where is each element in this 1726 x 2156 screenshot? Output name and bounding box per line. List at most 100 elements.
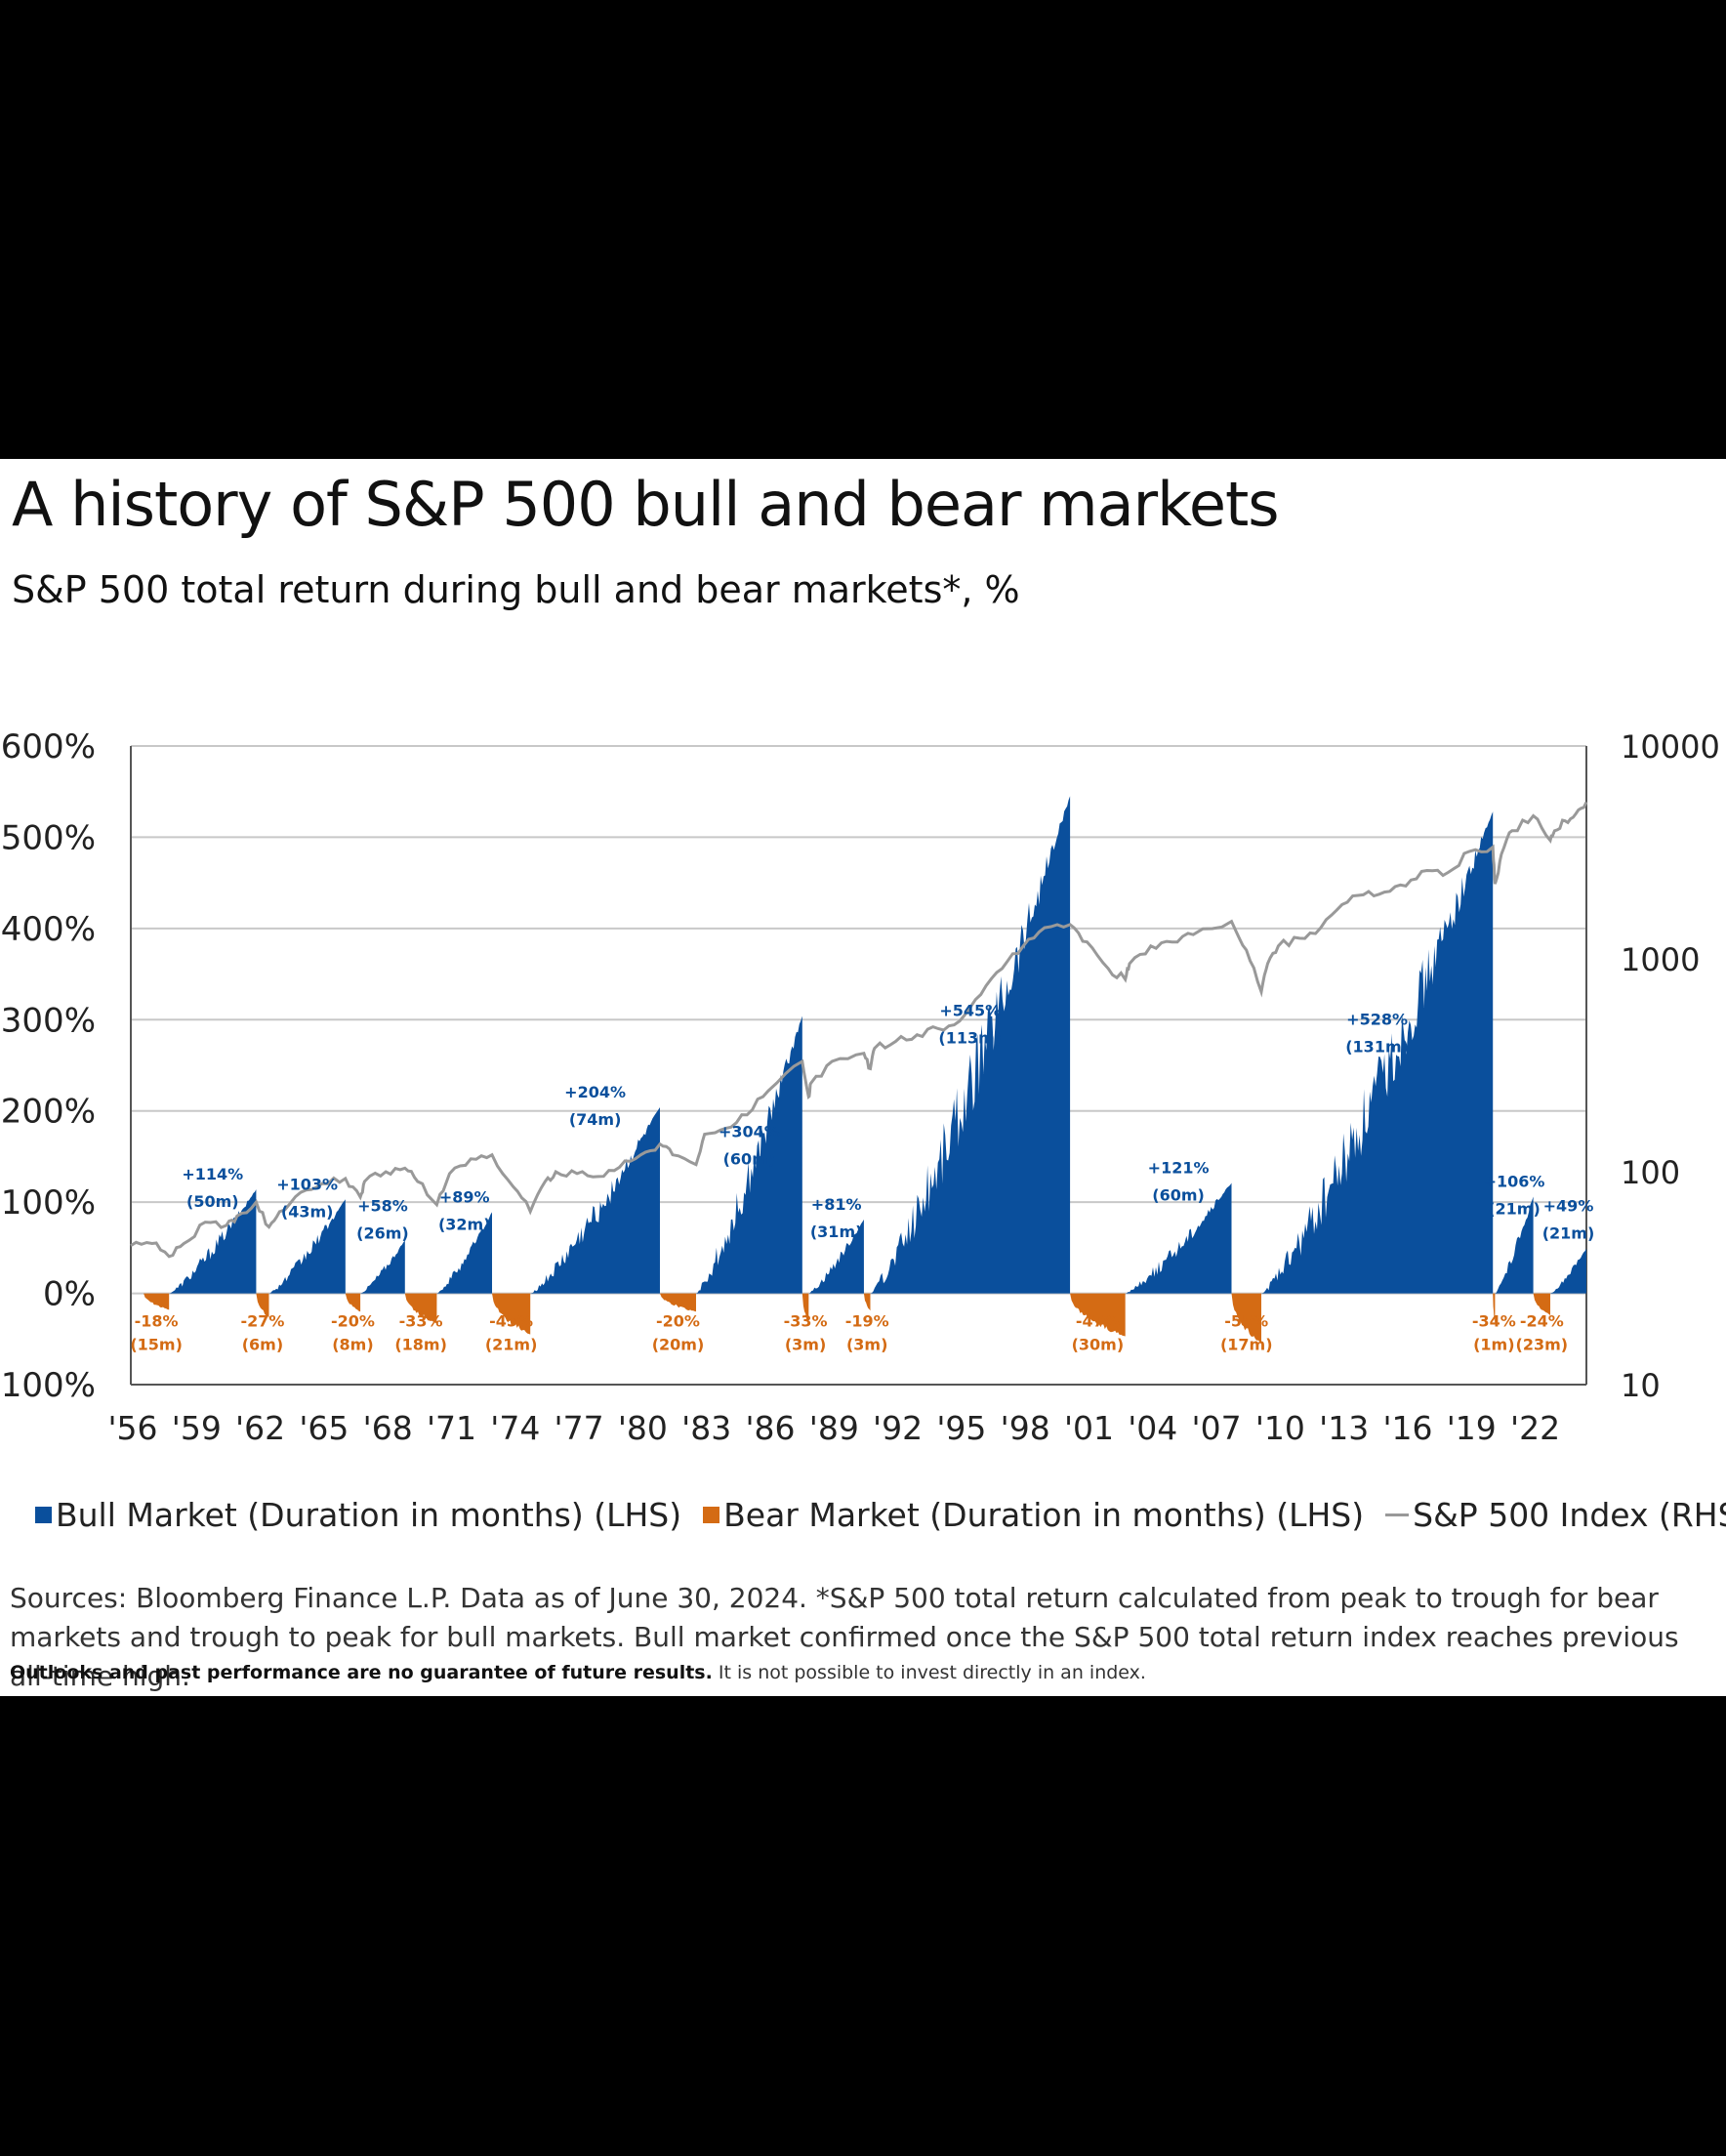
bull-duration-label: (43m): [281, 1202, 334, 1221]
bear-return-label: -33%: [784, 1312, 828, 1331]
y-right-tick-label: 100: [1621, 1154, 1680, 1191]
y-left-tick-label: 300%: [1, 1001, 96, 1040]
bear-market-area: [1070, 1293, 1126, 1337]
bull-market-area: [695, 1016, 802, 1294]
x-tick-label: '10: [1255, 1409, 1305, 1447]
x-tick-label: '98: [1001, 1409, 1050, 1447]
disclaimer: Outlooks and past performance are no gua…: [10, 1662, 1146, 1683]
bear-duration-label: (8m): [332, 1336, 373, 1354]
y-left-tick-label: 600%: [1, 727, 96, 767]
y-left-tick-label: 500%: [1, 818, 96, 857]
x-tick-label: '13: [1319, 1409, 1369, 1447]
bull-duration-label: (74m): [569, 1110, 622, 1129]
x-tick-label: '59: [172, 1409, 222, 1447]
bull-market-area: [870, 796, 1071, 1294]
x-tick-label: '62: [235, 1409, 285, 1447]
source-note: Sources: Bloomberg Finance L.P. Data as …: [10, 1582, 1679, 1692]
x-tick-label: '86: [745, 1409, 795, 1447]
bear-market-area: [492, 1293, 531, 1335]
bear-market-area: [1533, 1293, 1550, 1315]
bull-duration-label: (113m): [938, 1029, 1002, 1048]
bull-return-label: +204%: [564, 1083, 626, 1101]
y-right-tick-label: 10: [1621, 1367, 1661, 1404]
bear-duration-label: (15m): [130, 1336, 183, 1354]
bull-return-label: +121%: [1148, 1159, 1210, 1178]
bull-duration-label: (60m): [1152, 1186, 1205, 1205]
disclaimer-text: It is not possible to invest directly in…: [718, 1662, 1146, 1683]
bear-market-area: [1493, 1293, 1496, 1325]
bear-market-area: [1231, 1293, 1261, 1344]
bear-duration-label: (18m): [394, 1336, 447, 1354]
bull-bear-chart: -100% 0% 100% 200% 300% 400% 500% 600% 10 100 1000…: [0, 727, 1720, 1447]
bear-return-label: -19%: [845, 1312, 889, 1331]
bear-market-area: [404, 1293, 437, 1324]
bear-duration-label: (17m): [1220, 1336, 1273, 1354]
x-tick-label: '56: [107, 1409, 157, 1447]
bull-duration-label: (21m): [1488, 1200, 1541, 1219]
bear-market-area: [659, 1293, 696, 1312]
bull-swatch: [35, 1507, 52, 1523]
bear-duration-label: (3m): [846, 1336, 887, 1354]
bull-duration-label: (21m): [1542, 1224, 1595, 1243]
bull-market-area: [268, 1199, 346, 1294]
bull-duration-label: (26m): [356, 1224, 409, 1243]
y-left-tick-label: -100%: [0, 1366, 96, 1405]
sp500-index-line: [130, 801, 1588, 1259]
bull-market-area: [1125, 1182, 1232, 1294]
bull-market-area: [1549, 1248, 1586, 1294]
bear-duration-label: (30m): [1072, 1336, 1125, 1354]
bear-return-label: -24%: [1520, 1312, 1564, 1331]
bear-return-label: -34%: [1472, 1312, 1516, 1331]
chart-panel: A history of S&P 500 bull and bear marke…: [0, 459, 1726, 1696]
x-tick-label: '92: [873, 1409, 923, 1447]
bull-duration-label: (60m): [723, 1149, 776, 1168]
bear-return-label: -20%: [656, 1312, 700, 1331]
bull-return-label: +304%: [719, 1122, 780, 1140]
x-tick-label: '65: [299, 1409, 349, 1447]
legend-item-bull: Bull Market (Duration in months) (LHS): [35, 1496, 681, 1534]
bear-return-label: -27%: [240, 1312, 284, 1331]
x-tick-label: '74: [490, 1409, 540, 1447]
bull-return-label: +103%: [276, 1175, 338, 1193]
x-tick-label: '71: [427, 1409, 476, 1447]
index-line-swatch: [1385, 1513, 1410, 1516]
bull-market-area: [808, 1219, 864, 1294]
bull-duration-label: (50m): [186, 1192, 239, 1211]
legend-label-bull: Bull Market (Duration in months) (LHS): [56, 1496, 682, 1534]
x-tick-label: '22: [1510, 1409, 1560, 1447]
chart-title: A history of S&P 500 bull and bear marke…: [12, 469, 1280, 540]
legend-item-bear: Bear Market (Duration in months) (LHS): [703, 1496, 1364, 1534]
y-right-tick-label: 1000: [1621, 941, 1700, 978]
y-left-tick-label: 200%: [1, 1093, 96, 1132]
bull-market-area: [530, 1107, 660, 1294]
legend-label-bear: Bear Market (Duration in months) (LHS): [723, 1496, 1365, 1534]
x-tick-label: '04: [1128, 1409, 1177, 1447]
x-tick-label: '95: [936, 1409, 986, 1447]
bull-market-area: [1495, 1196, 1534, 1294]
bear-return-label: -47%: [1076, 1312, 1120, 1331]
legend-label-index: S&P 500 Index (RHS): [1413, 1496, 1726, 1534]
legend-item-index: S&P 500 Index (RHS): [1385, 1496, 1726, 1534]
x-tick-label: '68: [363, 1409, 413, 1447]
x-tick-label: '19: [1447, 1409, 1497, 1447]
bear-return-label: -18%: [135, 1312, 179, 1331]
bear-duration-label: (1m): [1473, 1336, 1514, 1354]
y-left-tick-label: 0%: [43, 1275, 96, 1314]
bear-market-area: [345, 1293, 361, 1312]
bear-duration-label: (3m): [785, 1336, 826, 1354]
bear-return-label: -55%: [1224, 1312, 1268, 1331]
y-right-tick-label: 10000: [1621, 728, 1720, 766]
bull-market-area: [360, 1240, 405, 1294]
bull-return-label: +81%: [811, 1195, 862, 1214]
bull-return-label: +106%: [1484, 1173, 1545, 1191]
bull-market-area: [169, 1189, 257, 1294]
y-left-tick-label: 400%: [1, 910, 96, 949]
bear-return-label: -33%: [399, 1312, 443, 1331]
bear-return-label: -45%: [489, 1312, 533, 1331]
chart-subtitle: S&P 500 total return during bull and bea…: [12, 568, 1020, 611]
bull-return-label: +49%: [1543, 1197, 1594, 1216]
chart-legend: Bull Market (Duration in months) (LHS) B…: [35, 1496, 1726, 1534]
bull-return-label: +89%: [439, 1187, 490, 1206]
bear-market-area: [144, 1293, 170, 1310]
bull-return-label: +58%: [357, 1197, 408, 1216]
